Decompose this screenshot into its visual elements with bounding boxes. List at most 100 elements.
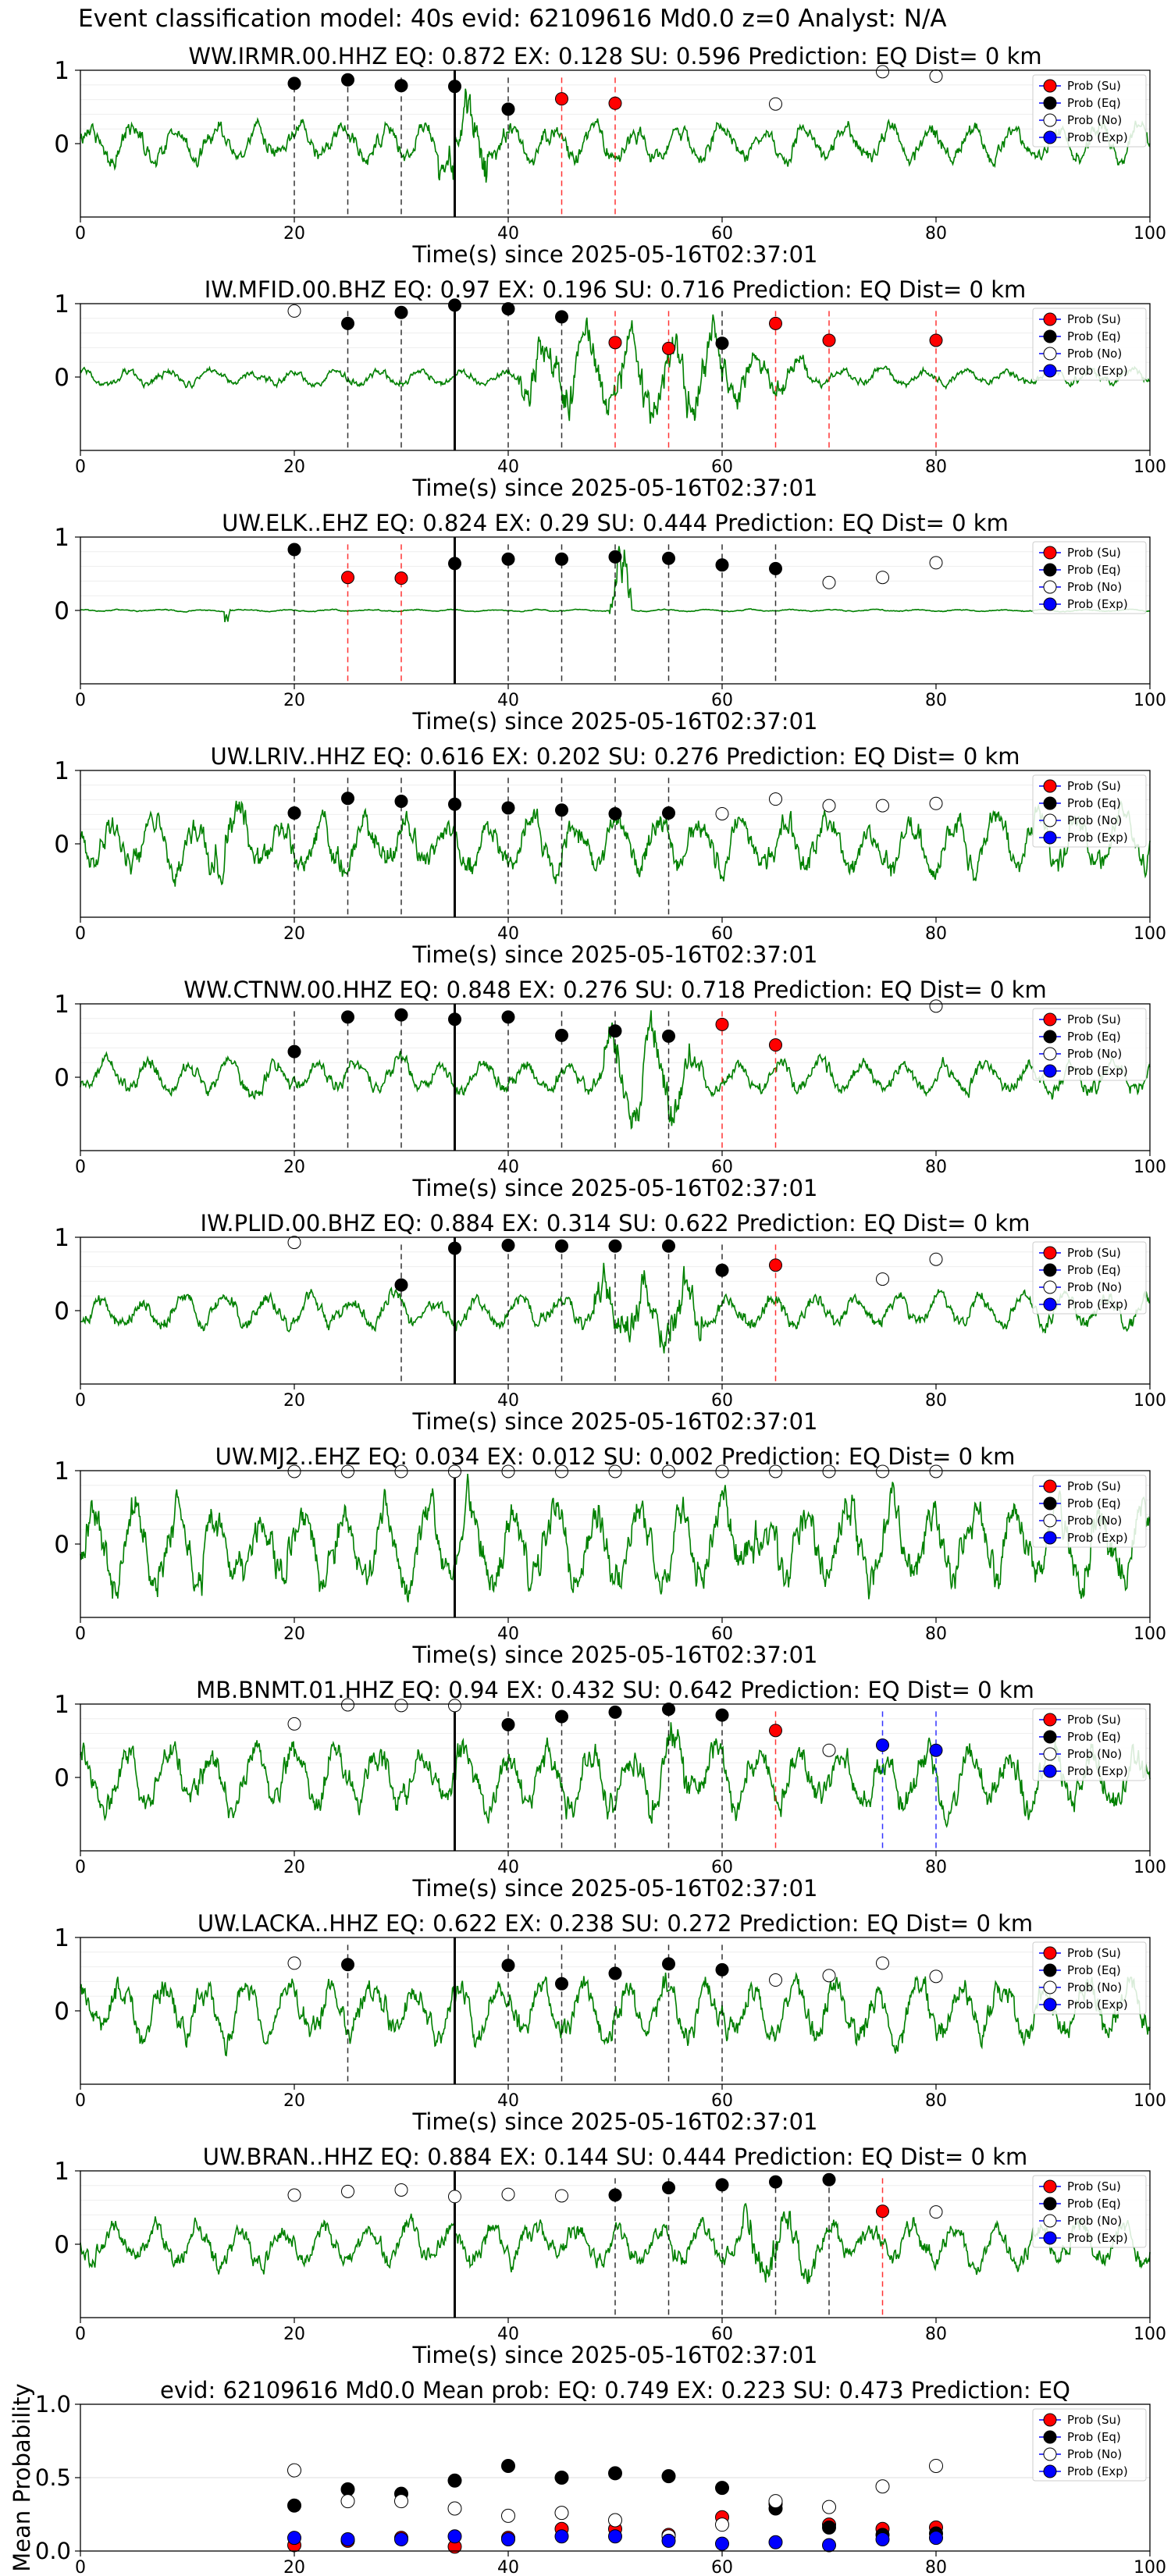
station-panel: MB.BNMT.01.HHZ EQ: 0.94 EX: 0.432 SU: 0.… [54,1677,1166,1902]
station-panel: UW.MJ2..EHZ EQ: 0.034 EX: 0.012 SU: 0.00… [54,1443,1166,1668]
prob-marker-eq [608,1966,622,1980]
legend-marker-eq [1043,96,1057,110]
prob-marker-eq [501,552,515,566]
legend: Prob (Su) Prob (Eq) Prob (No) Prob (Exp) [1032,308,1147,381]
prob-marker-su [769,1038,782,1052]
prob-marker-eq [822,2172,836,2186]
mean-marker-exp [768,2535,783,2549]
prob-marker-no [341,2184,354,2198]
x-tick-label: 0 [75,1158,86,1177]
legend-label: Prob (No) [1067,347,1122,361]
x-tick-label: 0 [75,1624,86,1644]
x-tick-label: 100 [1134,224,1166,244]
panel-title: IW.MFID.00.BHZ EQ: 0.97 EX: 0.196 SU: 0.… [205,276,1027,303]
x-axis-label: Time(s) since 2025-05-16T02:37:01 [412,1642,818,1668]
prob-marker-no [876,1464,889,1478]
x-tick-label: 80 [925,691,947,710]
x-tick-label: 60 [711,2558,733,2576]
legend-label: Prob (Su) [1067,779,1121,793]
legend-marker-su [1043,1713,1057,1727]
y-tick-label: 0 [54,1297,69,1325]
legend-box [1032,2175,1147,2248]
mean-marker-eq [715,2481,729,2496]
legend-marker-exp [1043,1297,1057,1311]
legend-label: Prob (Su) [1067,546,1121,560]
x-tick-label: 20 [283,2558,305,2576]
station-panel: WW.CTNW.00.HHZ EQ: 0.848 EX: 0.276 SU: 0… [54,977,1166,1201]
prob-marker-no [341,1464,354,1478]
x-tick-label: 80 [925,2325,947,2344]
legend-label: Prob (Exp) [1067,1531,1128,1545]
prob-marker-no [394,1464,408,1478]
panel-title: UW.LACKA..HHZ EQ: 0.622 EX: 0.238 SU: 0.… [198,1910,1033,1937]
legend-box [1032,1475,1147,1548]
mean-marker-no [929,2458,943,2473]
mean-marker-eq [608,2466,622,2481]
mean-marker-exp [287,2531,301,2546]
prob-marker-eq [662,1703,675,1717]
legend-marker-eq [1043,1730,1057,1744]
x-tick-label: 80 [925,924,947,944]
y-tick-label: 1 [54,524,69,552]
x-tick-label: 0 [75,457,86,477]
prob-marker-eq [501,1010,515,1024]
x-tick-label: 20 [283,1858,305,1877]
legend-label: Prob (Su) [1067,312,1121,326]
legend-box [1032,1708,1147,1781]
prob-marker-su [929,333,943,347]
prob-marker-eq [769,2175,782,2189]
prob-marker-no [876,571,889,585]
y-tick-label: 0 [54,1764,69,1792]
prob-marker-eq [715,1708,729,1722]
panel-title: UW.BRAN..HHZ EQ: 0.884 EX: 0.144 SU: 0.4… [203,2144,1028,2170]
x-tick-label: 40 [497,924,519,944]
x-tick-label: 80 [925,1158,947,1177]
x-tick-label: 80 [925,2091,947,2111]
mean-marker-no [554,2506,569,2521]
prob-marker-eq [769,561,782,575]
waveform-trace [80,1722,1151,1828]
prob-marker-no [555,1464,568,1478]
legend-box [1032,1241,1147,1315]
mean-marker-exp [875,2532,890,2546]
mean-marker-no [875,2479,890,2494]
legend-marker-no [1043,2447,1057,2461]
x-tick-label: 80 [925,224,947,244]
legend-label: Prob (Exp) [1067,597,1128,611]
x-tick-label: 100 [1134,691,1166,710]
x-tick-label: 20 [283,2091,305,2111]
prob-marker-no [876,1956,889,1970]
mean-marker-eq [501,2458,515,2473]
prob-marker-eq [341,792,354,806]
legend-label: Prob (Eq) [1067,1030,1121,1044]
mean-marker-exp [340,2532,355,2546]
legend-marker-eq [1043,1963,1057,1977]
prob-marker-no [822,1969,836,1983]
mean-marker-no [287,2463,301,2478]
legend: Prob (Su) Prob (Eq) Prob (No) Prob (Exp) [1032,774,1147,848]
legend-marker-no [1043,1980,1057,1994]
prob-marker-eq [662,551,675,565]
x-tick-label: 40 [497,1858,519,1877]
prob-marker-eq [608,1239,622,1253]
y-tick-label: 1 [54,757,69,785]
prob-marker-no [769,1973,782,1987]
legend-marker-eq [1043,2430,1057,2444]
prob-marker-no [822,1464,836,1478]
legend-marker-no [1043,1280,1057,1294]
x-tick-label: 100 [1134,924,1166,944]
prob-marker-su [769,1724,782,1738]
x-tick-label: 60 [711,691,733,710]
legend-box [1032,541,1147,614]
prob-marker-no [715,1464,729,1478]
y-tick-label: 1 [54,1457,69,1485]
waveform-trace [80,1474,1151,1603]
legend-label: Prob (Eq) [1067,1730,1121,1744]
legend-marker-su [1043,2179,1057,2194]
prob-marker-no [929,999,943,1013]
x-tick-label: 40 [497,224,519,244]
x-axis-label: Time(s) since 2025-05-16T02:37:01 [412,708,818,735]
waveform-trace [80,88,1151,183]
prob-marker-eq [287,76,301,91]
